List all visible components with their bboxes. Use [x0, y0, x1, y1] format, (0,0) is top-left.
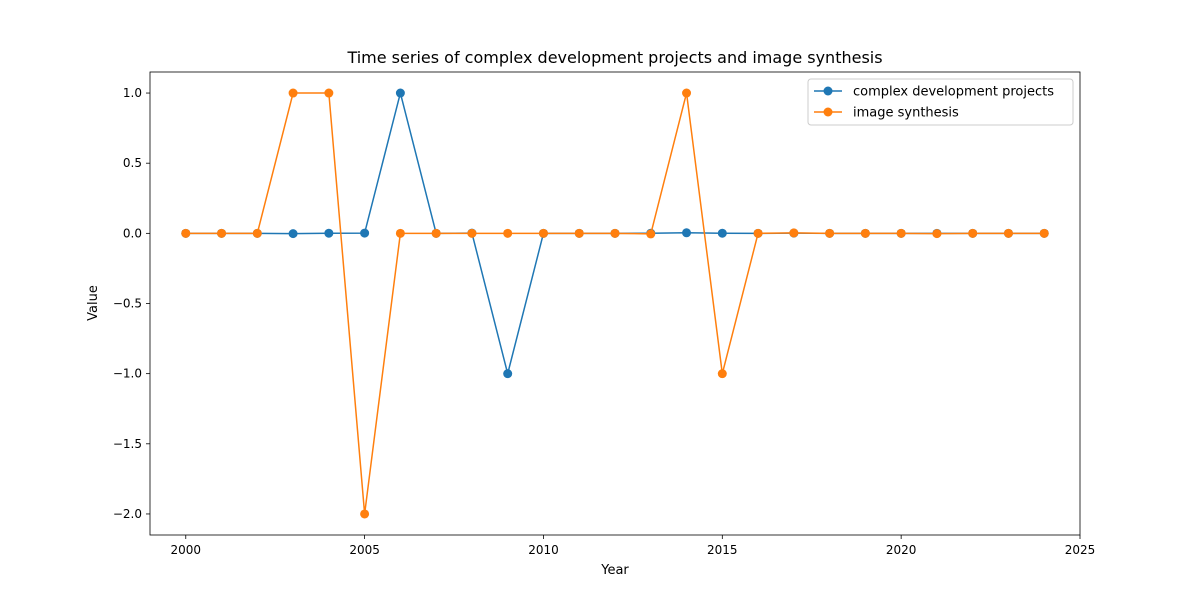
- series-2-point: [753, 228, 763, 238]
- x-tick-label: 2020: [886, 543, 917, 557]
- legend-entry-label: image synthesis: [853, 106, 959, 121]
- series-2-point: [682, 88, 692, 98]
- series-2-point: [1003, 228, 1013, 238]
- series-2-point: [288, 88, 298, 98]
- series-1-point: [395, 88, 405, 98]
- series-1-point: [360, 228, 370, 238]
- series-1-point: [717, 228, 727, 238]
- x-tick-label: 2015: [707, 543, 738, 557]
- legend-entry-label: complex development projects: [853, 85, 1054, 100]
- chart-title: Time series of complex development proje…: [346, 48, 882, 67]
- series-2-point: [860, 228, 870, 238]
- series-2-point: [896, 228, 906, 238]
- series-2-point: [574, 228, 584, 238]
- series-1-point: [288, 229, 298, 239]
- series-2-point: [1039, 228, 1049, 238]
- series-2-point: [968, 228, 978, 238]
- y-tick-label: −0.5: [113, 297, 142, 311]
- series-2-point: [360, 509, 370, 519]
- series-2-point: [646, 229, 656, 239]
- series-2-point: [610, 228, 620, 238]
- y-tick-label: 0.0: [123, 226, 142, 240]
- legend-swatch-marker: [823, 86, 833, 96]
- series-2-point: [324, 88, 334, 98]
- legend-swatch-marker: [823, 107, 833, 117]
- x-tick-label: 2000: [170, 543, 201, 557]
- series-2-point: [825, 228, 835, 238]
- series-2-point: [717, 369, 727, 379]
- axes-frame: [149, 71, 1081, 536]
- series-2-point: [395, 228, 405, 238]
- series-2-point: [538, 228, 548, 238]
- x-tick-label: 2005: [349, 543, 380, 557]
- series-2-point: [932, 229, 942, 239]
- x-tick-label: 2025: [1065, 543, 1096, 557]
- y-tick-label: 1.0: [123, 86, 142, 100]
- series-2-point: [467, 228, 477, 238]
- series-2-point: [181, 228, 191, 238]
- series-1-point: [682, 228, 692, 238]
- plot-area: 2000 2005 2010 2015 2020 2025 1.0 0.5 0.0 −0.5 −1.…: [113, 71, 1096, 557]
- series-2-point: [789, 228, 799, 238]
- y-tick-label: −1.0: [113, 367, 142, 381]
- y-tick-label: −2.0: [113, 507, 142, 521]
- x-axis-label: Year: [600, 563, 629, 578]
- y-axis-label: Value: [86, 285, 101, 321]
- series-2-point: [503, 228, 513, 238]
- y-tick-label: 0.5: [123, 156, 142, 170]
- series-2-point: [431, 228, 441, 238]
- legend-box: [807, 78, 1074, 126]
- legend: complex development projects image synthe…: [807, 78, 1074, 126]
- series-1-point: [324, 228, 334, 238]
- y-tick-label: −1.5: [113, 437, 142, 451]
- x-tick-label: 2010: [528, 543, 559, 557]
- series-2-point: [252, 228, 262, 238]
- series-2-point: [217, 228, 227, 238]
- series-1-point: [503, 369, 513, 379]
